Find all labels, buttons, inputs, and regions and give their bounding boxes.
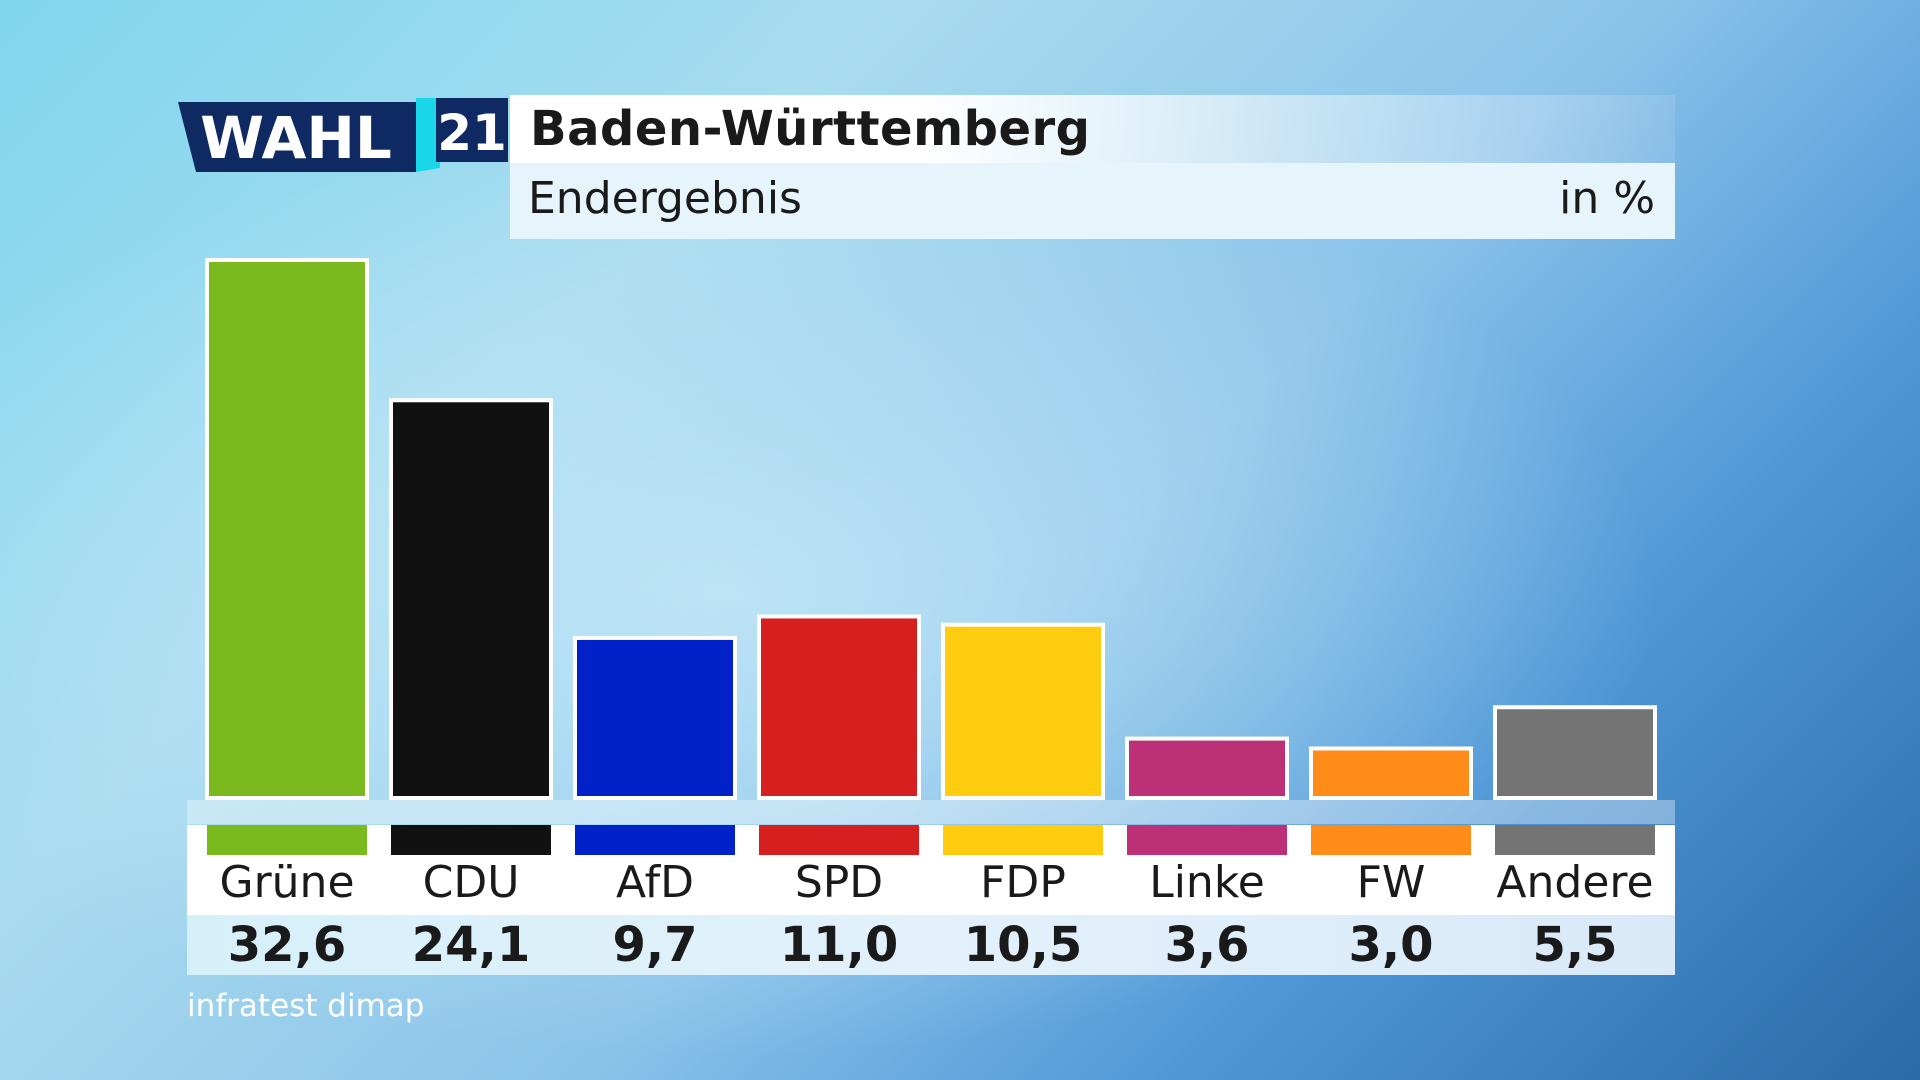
logo-dark-plate: [178, 102, 416, 172]
party-name-label: FDP: [980, 857, 1066, 908]
logo-year-plate: [436, 98, 508, 162]
party-value-label: 11,0: [779, 917, 899, 973]
party-name-label: FW: [1356, 857, 1426, 908]
party-column: SPD: [759, 825, 919, 915]
party-value-label: 24,1: [411, 917, 531, 973]
party-color-swatch: [1127, 825, 1287, 855]
bar-andere: [1493, 705, 1657, 801]
party-column: Grüne: [207, 825, 367, 915]
party-column: FDP: [943, 825, 1103, 915]
party-color-swatch: [391, 825, 551, 855]
bar-linke: [1125, 736, 1289, 800]
party-value-label: 5,5: [1532, 917, 1618, 973]
party-value-panel: 32,6 24,1 9,7 11,0 10,5 3,6 3,0 5,5: [187, 915, 1675, 975]
unit-label: in %: [1559, 173, 1655, 224]
party-value-label: 9,7: [612, 917, 698, 973]
party-column: Linke: [1127, 825, 1287, 915]
bar-cdu: [389, 398, 553, 800]
logo-word: WAHL: [200, 104, 392, 172]
party-value-label: 3,0: [1348, 917, 1434, 973]
party-color-swatch: [759, 825, 919, 855]
party-color-swatch: [1495, 825, 1655, 855]
party-name-label: Linke: [1149, 857, 1265, 908]
party-name-label: AfD: [616, 857, 694, 908]
party-column: FW: [1311, 825, 1471, 915]
party-color-swatch: [943, 825, 1103, 855]
party-color-swatch: [207, 825, 367, 855]
chart-title: Baden-Württemberg: [530, 101, 1091, 157]
party-color-swatch: [1311, 825, 1471, 855]
party-value-label: 10,5: [963, 917, 1083, 973]
party-name-label: Andere: [1496, 857, 1654, 908]
party-value-label: 32,6: [227, 917, 347, 973]
party-color-swatch: [575, 825, 735, 855]
bar-fw: [1309, 746, 1473, 800]
party-column: AfD: [575, 825, 735, 915]
party-name-label: SPD: [794, 857, 884, 908]
chart-baseline-band: [187, 800, 1675, 824]
source-credit: infratest dimap: [187, 988, 425, 1024]
party-column: CDU: [391, 825, 551, 915]
party-value-label: 3,6: [1164, 917, 1250, 973]
bar-spd: [757, 614, 921, 800]
wahl-21-logo: WAHL 21: [178, 98, 508, 172]
bars-group: [205, 258, 1657, 801]
party-label-panel: Grüne CDU AfD SPD FDP Linke FW Andere: [187, 825, 1675, 915]
logo-cyan-accent: [416, 98, 440, 172]
party-name-label: Grüne: [219, 857, 355, 908]
chart-subtitle: Endergebnis: [528, 173, 802, 224]
subtitle-bar: Endergebnis in %: [510, 163, 1675, 239]
party-column: Andere: [1495, 825, 1655, 915]
bar-gr-ne: [205, 258, 369, 800]
bar-afd: [573, 635, 737, 800]
logo-year: 21: [437, 104, 507, 162]
title-bar: Baden-Württemberg: [510, 95, 1675, 163]
bar-fdp: [941, 622, 1105, 800]
party-name-label: CDU: [422, 857, 520, 908]
